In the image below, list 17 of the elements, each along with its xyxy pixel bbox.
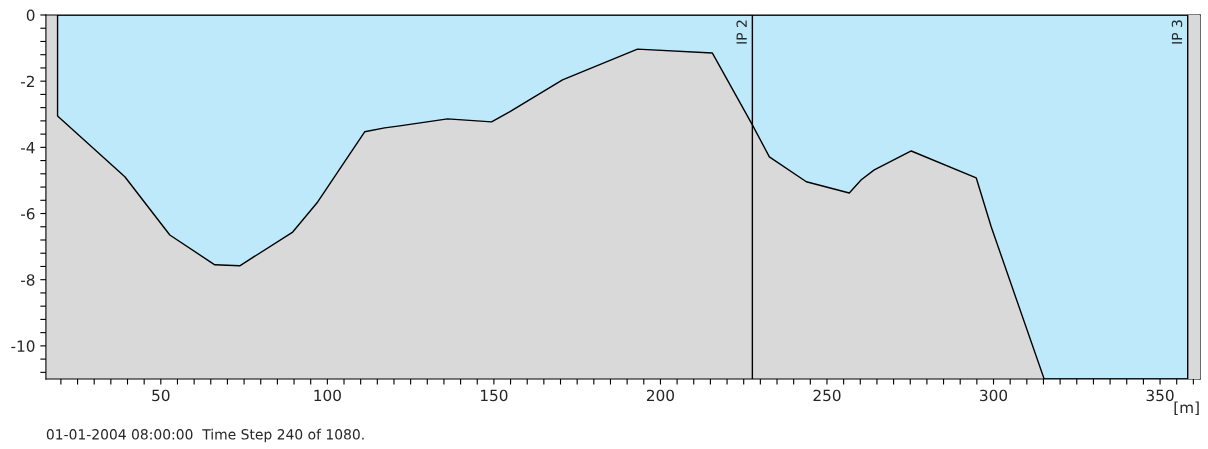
y-tick-label: -10 xyxy=(11,340,35,352)
x-tick-label: 300 xyxy=(980,389,1008,402)
ref-line-label: IP 2 xyxy=(736,20,747,44)
y-tick-label: -8 xyxy=(21,274,35,286)
ref-line-label: IP 3 xyxy=(1171,20,1183,44)
y-tick-label: -4 xyxy=(21,142,35,154)
text: 01-01-2004 08:00:00 Time Step 240 of 1080. xyxy=(46,428,364,443)
x-axis-title: [m] xyxy=(1174,401,1199,415)
x-tick-label: 150 xyxy=(480,389,508,402)
x-tick-label: 100 xyxy=(314,389,341,402)
x-tick-label: 200 xyxy=(646,389,674,402)
x-tick-label: 250 xyxy=(813,389,841,402)
y-tick-label: 0 xyxy=(26,9,35,22)
y-tick-label: -2 xyxy=(21,75,34,87)
x-tick-label: 350 xyxy=(1146,389,1174,402)
y-tick-label: -6 xyxy=(21,207,35,220)
x-tick-label: 50 xyxy=(152,389,170,402)
